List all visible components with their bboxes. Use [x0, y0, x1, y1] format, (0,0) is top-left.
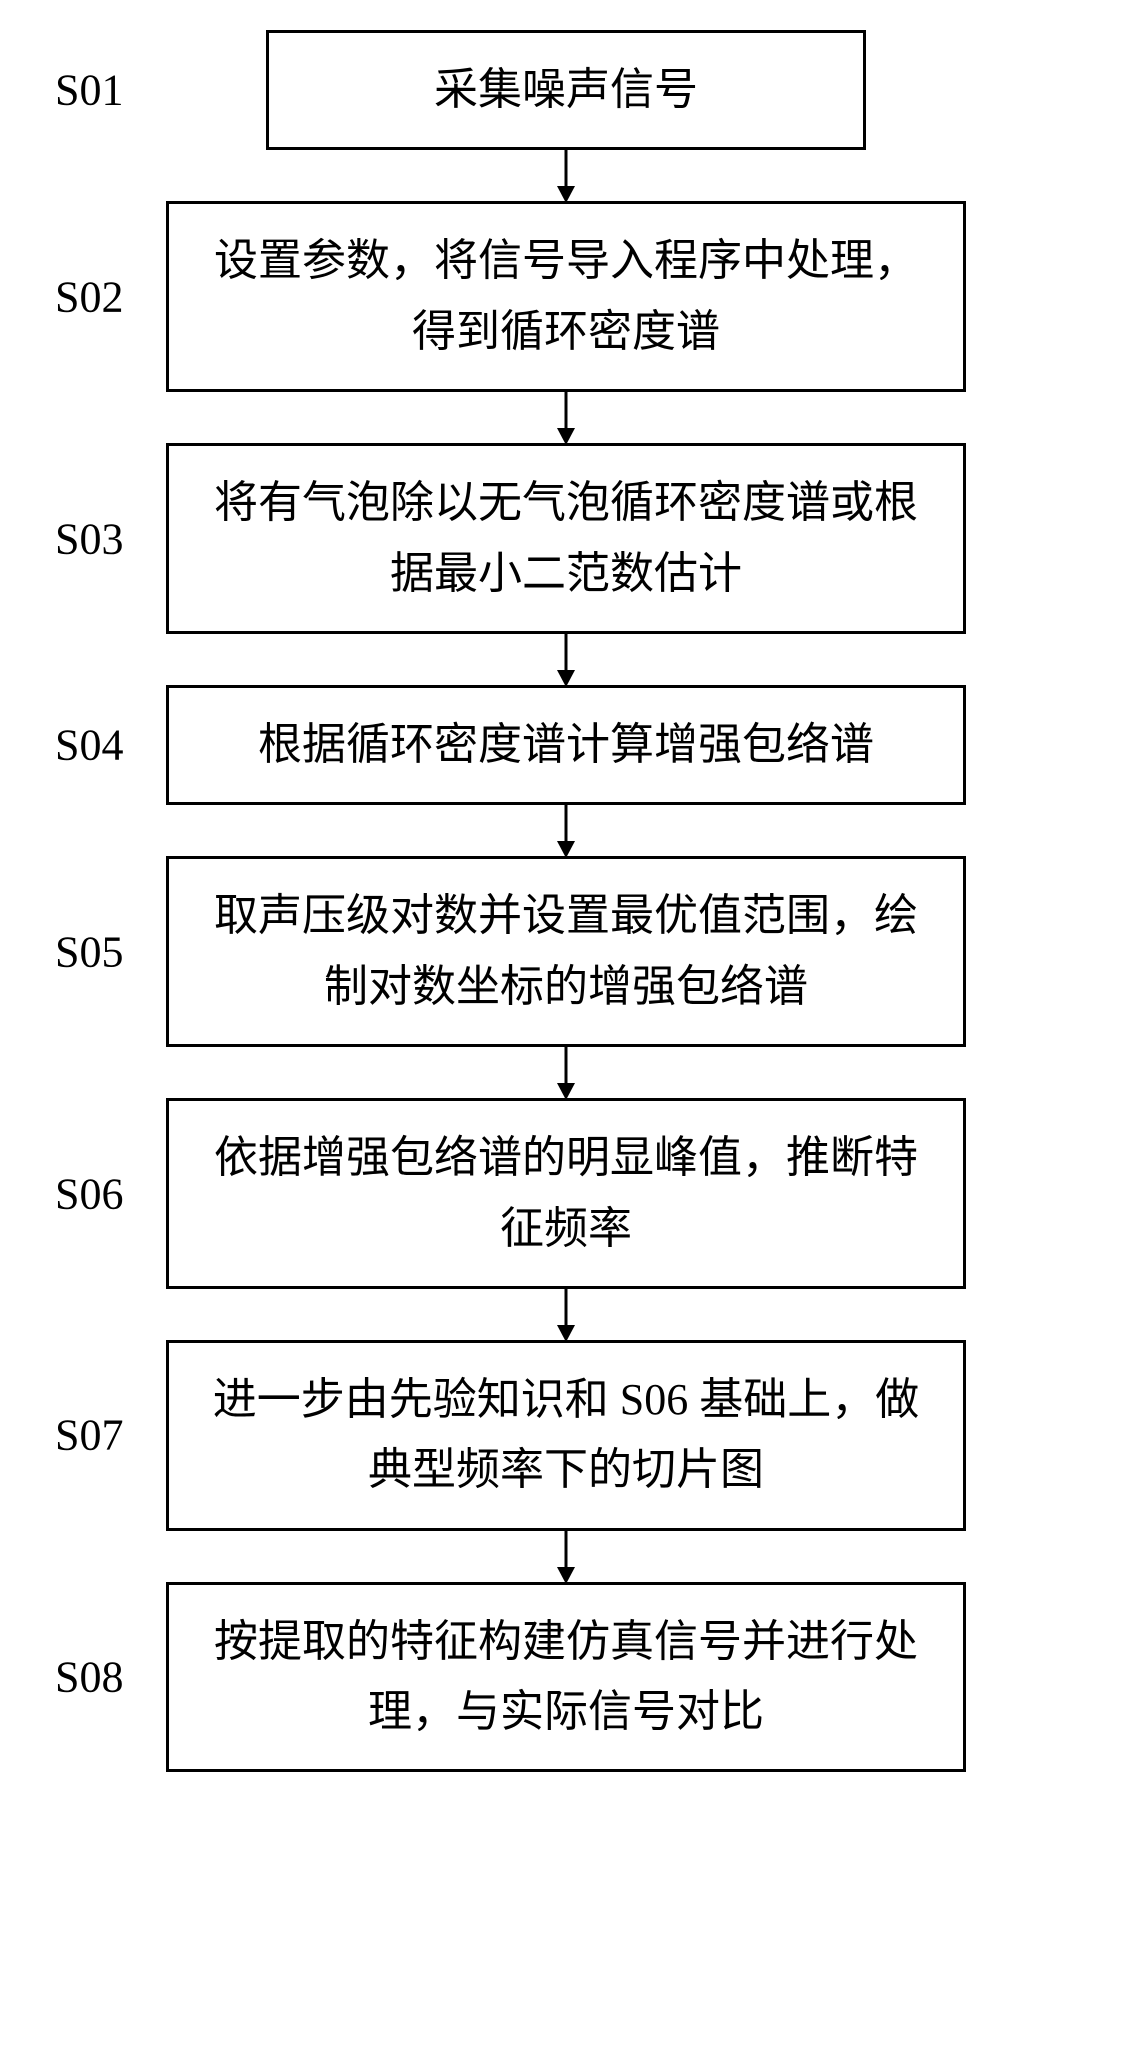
step-text-s03: 将有气泡除以无气泡循环密度谱或根据最小二范数估计 — [201, 468, 931, 609]
step-text-s07: 进一步由先验知识和 S06 基础上，做典型频率下的切片图 — [201, 1365, 931, 1506]
step-row-s06: S06 依据增强包络谱的明显峰值，推断特征频率 — [20, 1098, 1112, 1289]
flowchart-container: S01 采集噪声信号 S02 设置参数，将信号导入程序中处理，得到循环密度谱 S… — [20, 30, 1112, 1772]
step-label-s04: S04 — [55, 720, 123, 771]
step-box-s01: 采集噪声信号 — [266, 30, 866, 150]
arrow-s05-s06 — [551, 1045, 581, 1100]
step-row-s05: S05 取声压级对数并设置最优值范围，绘制对数坐标的增强包络谱 — [20, 856, 1112, 1047]
step-row-s01: S01 采集噪声信号 — [20, 30, 1112, 150]
arrow-s06-s07 — [551, 1287, 581, 1342]
step-box-s03: 将有气泡除以无气泡循环密度谱或根据最小二范数估计 — [166, 443, 966, 634]
step-box-s08: 按提取的特征构建仿真信号并进行处理，与实际信号对比 — [166, 1582, 966, 1773]
step-text-s01: 采集噪声信号 — [434, 55, 698, 125]
step-label-s02: S02 — [55, 271, 123, 322]
step-text-s06: 依据增强包络谱的明显峰值，推断特征频率 — [201, 1123, 931, 1264]
step-label-s08: S08 — [55, 1652, 123, 1703]
step-label-s05: S05 — [55, 926, 123, 977]
arrow-s07-s08 — [551, 1529, 581, 1584]
step-row-s04: S04 根据循环密度谱计算增强包络谱 — [20, 685, 1112, 805]
step-text-s05: 取声压级对数并设置最优值范围，绘制对数坐标的增强包络谱 — [201, 881, 931, 1022]
step-box-s05: 取声压级对数并设置最优值范围，绘制对数坐标的增强包络谱 — [166, 856, 966, 1047]
step-box-s02: 设置参数，将信号导入程序中处理，得到循环密度谱 — [166, 201, 966, 392]
step-row-s07: S07 进一步由先验知识和 S06 基础上，做典型频率下的切片图 — [20, 1340, 1112, 1531]
step-label-s07: S07 — [55, 1410, 123, 1461]
step-label-s03: S03 — [55, 513, 123, 564]
step-text-s08: 按提取的特征构建仿真信号并进行处理，与实际信号对比 — [201, 1607, 931, 1748]
step-box-s07: 进一步由先验知识和 S06 基础上，做典型频率下的切片图 — [166, 1340, 966, 1531]
step-label-s01: S01 — [55, 65, 123, 116]
step-text-s04: 根据循环密度谱计算增强包络谱 — [258, 710, 874, 780]
step-box-s04: 根据循环密度谱计算增强包络谱 — [166, 685, 966, 805]
arrow-s03-s04 — [551, 632, 581, 687]
step-row-s02: S02 设置参数，将信号导入程序中处理，得到循环密度谱 — [20, 201, 1112, 392]
step-row-s03: S03 将有气泡除以无气泡循环密度谱或根据最小二范数估计 — [20, 443, 1112, 634]
arrow-s02-s03 — [551, 390, 581, 445]
step-box-s06: 依据增强包络谱的明显峰值，推断特征频率 — [166, 1098, 966, 1289]
arrow-s01-s02 — [551, 148, 581, 203]
step-text-s02: 设置参数，将信号导入程序中处理，得到循环密度谱 — [201, 226, 931, 367]
step-label-s06: S06 — [55, 1168, 123, 1219]
arrow-s04-s05 — [551, 803, 581, 858]
step-row-s08: S08 按提取的特征构建仿真信号并进行处理，与实际信号对比 — [20, 1582, 1112, 1773]
